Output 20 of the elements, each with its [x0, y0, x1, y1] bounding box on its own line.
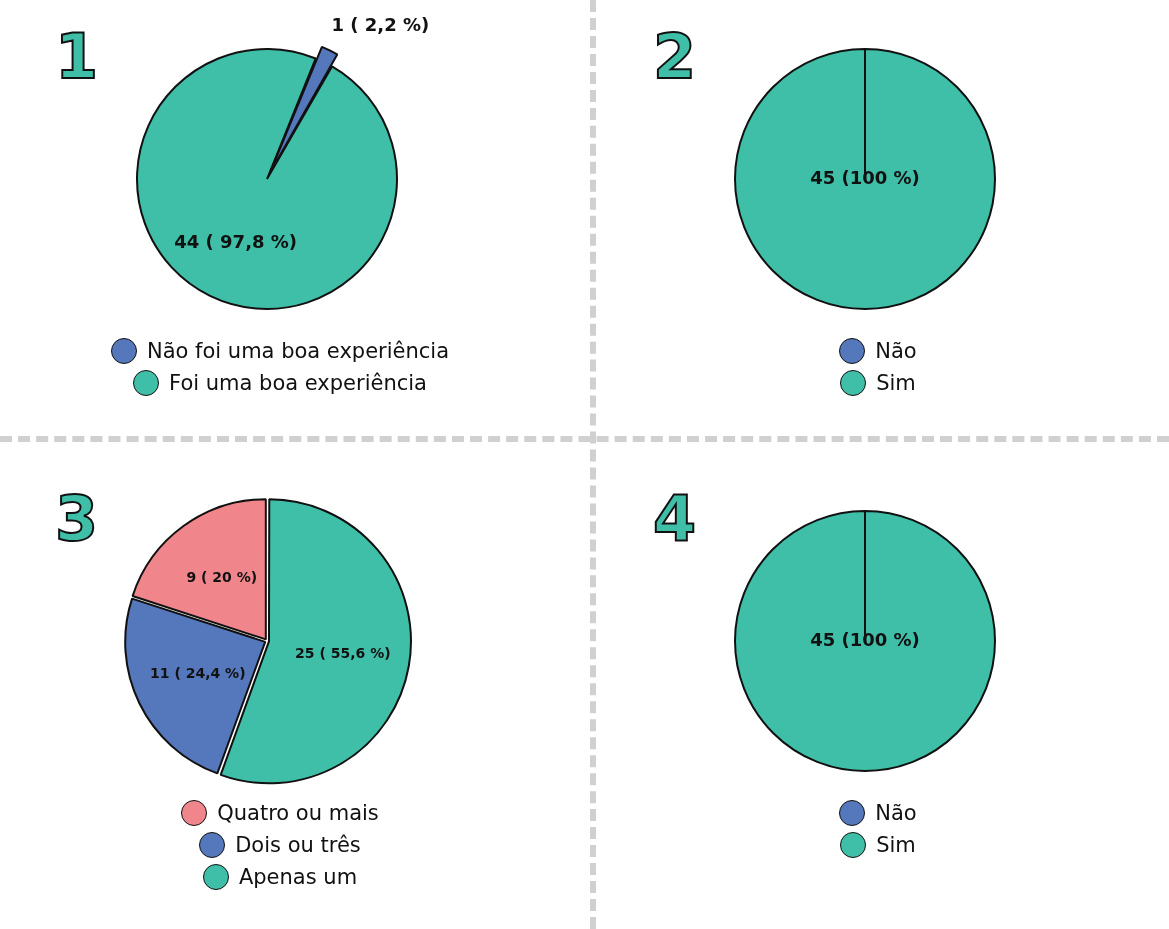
legend-label: Não — [875, 339, 917, 363]
data-label: 45 (100 %) — [810, 166, 920, 188]
data-label: 11 ( 24,4 %) — [150, 665, 246, 682]
data-label: 45 (100 %) — [810, 628, 920, 650]
legend-label: Dois ou três — [235, 833, 361, 857]
data-label: 9 ( 20 %) — [186, 569, 258, 586]
chart-title: 2 — [653, 20, 697, 93]
data-label: 1 ( 2,2 %) — [331, 13, 430, 35]
legend-label: Foi uma boa experiência — [169, 371, 427, 395]
legend-label: Apenas um — [238, 865, 358, 889]
chart-title: 4 — [653, 482, 697, 555]
data-label: 25 ( 55,6 %) — [295, 645, 391, 662]
legend-label: Sim — [876, 371, 916, 395]
legend-label: Não foi uma boa experiência — [146, 339, 450, 363]
data-label: 44 ( 97,8 %) — [174, 230, 298, 252]
chart-title: 3 — [55, 482, 99, 555]
legend-label: Quatro ou mais — [217, 801, 379, 825]
chart-title: 1 — [55, 20, 99, 93]
legend-label: Sim — [876, 833, 916, 857]
legend-label: Não — [875, 801, 917, 825]
